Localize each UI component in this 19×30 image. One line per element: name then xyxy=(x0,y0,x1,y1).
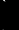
Text: NO: NO xyxy=(8,0,19,14)
Text: END
OF CARDIAL
CYCLE?: END OF CARDIAL CYCLE? xyxy=(0,0,19,30)
Text: APNEA OR
HYPOPNEA
?: APNEA OR HYPOPNEA ? xyxy=(0,0,19,30)
Text: 16: 16 xyxy=(15,3,19,22)
Text: $F_{STIM}$ >: $F_{STIM}$ > xyxy=(0,11,19,30)
Text: 18: 18 xyxy=(14,8,19,27)
Text: YES: YES xyxy=(12,0,19,16)
Text: YES: YES xyxy=(12,6,19,24)
Text: 6: 6 xyxy=(14,0,19,5)
Polygon shape xyxy=(9,23,13,25)
Text: $F_{STIM}$: $F_{STIM}$ xyxy=(0,25,19,30)
Text: NO: NO xyxy=(8,4,19,22)
Polygon shape xyxy=(8,19,14,22)
Text: SLEEP
STATE
?: SLEEP STATE ? xyxy=(0,0,19,30)
Polygon shape xyxy=(9,12,14,14)
Text: $F_{PROG}$?: $F_{PROG}$? xyxy=(0,12,19,30)
Text: YES: YES xyxy=(4,11,19,28)
Text: START: START xyxy=(0,0,19,11)
Polygon shape xyxy=(2,20,6,22)
Text: END
OF RESPIRATORY
CYCLE?: END OF RESPIRATORY CYCLE? xyxy=(0,0,19,30)
Polygon shape xyxy=(9,15,14,18)
Text: 22: 22 xyxy=(6,0,19,19)
Text: NO: NO xyxy=(1,12,19,30)
Text: −1 STEP: −1 STEP xyxy=(0,17,19,30)
Text: 8: 8 xyxy=(14,0,19,7)
Text: 10: 10 xyxy=(14,0,19,11)
Text: 12: 12 xyxy=(14,0,19,15)
Text: YES: YES xyxy=(12,9,19,27)
Polygon shape xyxy=(9,8,14,10)
Text: NO: NO xyxy=(7,11,19,29)
Text: DECREASE: DECREASE xyxy=(0,8,19,25)
FancyBboxPatch shape xyxy=(10,1,13,3)
Text: 20: 20 xyxy=(6,5,19,23)
Text: +1 STEP: +1 STEP xyxy=(0,25,19,30)
Text: 14: 14 xyxy=(8,0,19,19)
Polygon shape xyxy=(9,4,13,6)
Text: $F_{STIM}$: $F_{STIM}$ xyxy=(0,17,19,30)
Text: FIG_1: FIG_1 xyxy=(0,0,19,16)
Text: YES: YES xyxy=(12,14,19,30)
Text: NO: NO xyxy=(15,7,19,25)
Text: HEMODYNAMIC
FALL GREATER THAN
REFERENCE
THRESHOLD?: HEMODYNAMIC FALL GREATER THAN REFERENCE … xyxy=(0,0,19,30)
Text: INCREASE: INCREASE xyxy=(0,16,19,30)
Text: YES: YES xyxy=(12,2,19,20)
Text: NO: NO xyxy=(8,0,19,18)
Polygon shape xyxy=(2,15,6,18)
